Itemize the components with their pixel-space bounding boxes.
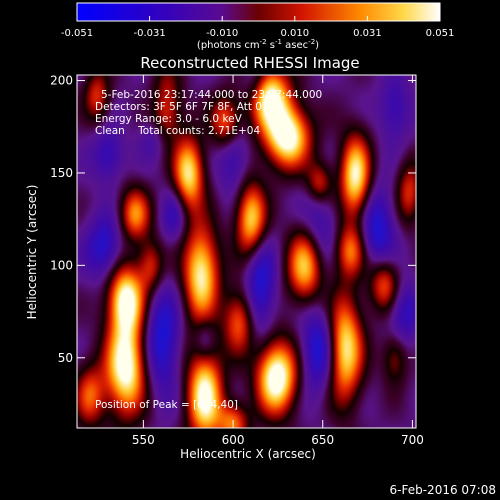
annotation-energy-range: Energy Range: 3.0 - 6.0 keV <box>95 113 243 125</box>
y-tick-label: 150 <box>50 166 73 180</box>
axis-ticks <box>77 75 416 428</box>
colorbar-tick-label: 0.010 <box>280 28 309 39</box>
colorbar-tick-label: -0.010 <box>206 28 238 39</box>
peak-position-label: Position of Peak = [624,40] <box>95 399 238 411</box>
y-tick-labels: 50 100 150 200 <box>50 74 73 365</box>
colorbar-tick-label: -0.031 <box>133 28 165 39</box>
x-tick-label: 700 <box>401 433 424 447</box>
annotation-time-range: 5-Feb-2016 23:17:44.000 to 23:27:44.000 <box>101 89 322 101</box>
heatmap-image <box>77 75 416 428</box>
x-tick-label: 650 <box>311 433 334 447</box>
y-tick-label: 50 <box>58 351 73 365</box>
footer-date: 6-Feb-2016 07:08 <box>390 483 496 497</box>
annotation-detectors: Detectors: 3F 5F 6F 7F 8F, Att 0 <box>95 101 262 113</box>
y-tick-label: 100 <box>50 258 73 272</box>
plot-frame <box>76 74 417 429</box>
x-tick-labels: 550 600 650 700 <box>132 433 424 447</box>
x-tick-label: 550 <box>132 433 155 447</box>
y-axis-label: Heliocentric Y (arcsec) <box>25 185 39 320</box>
colorbar <box>76 2 441 22</box>
chart-title: Reconstructed RHESSI Image <box>140 54 359 72</box>
colorbar-ticks <box>76 16 441 21</box>
colorbar-tick-labels: -0.051 -0.031 -0.010 0.010 0.031 0.051 <box>61 28 454 39</box>
colorbar-tick-label: 0.031 <box>353 28 382 39</box>
x-axis-label: Heliocentric X (arcsec) <box>180 447 316 461</box>
colorbar-tick-label: -0.051 <box>61 28 93 39</box>
x-tick-label: 600 <box>222 433 245 447</box>
colorbar-unit-label: (photons cm-2 s-1 asec-2) <box>197 38 319 51</box>
colorbar-tick-label: 0.051 <box>426 28 455 39</box>
annotation-block: 5-Feb-2016 23:17:44.000 to 23:27:44.000 … <box>95 89 322 137</box>
y-tick-label: 200 <box>50 74 73 88</box>
annotation-clean-counts: Clean Total counts: 2.71E+04 <box>95 125 260 137</box>
